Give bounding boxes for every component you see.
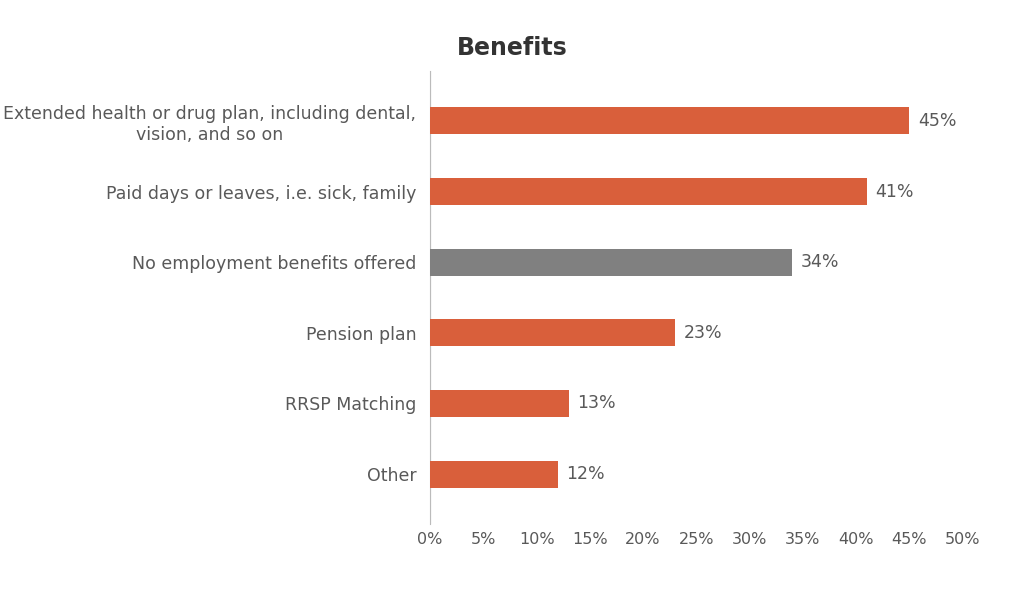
Text: 12%: 12% <box>566 465 605 483</box>
Bar <box>430 249 793 275</box>
Text: 45%: 45% <box>918 112 956 130</box>
Text: 13%: 13% <box>578 394 615 412</box>
Text: 34%: 34% <box>801 253 840 271</box>
Bar <box>430 320 675 346</box>
Text: 41%: 41% <box>876 183 913 201</box>
Text: 23%: 23% <box>684 324 722 342</box>
Text: Benefits: Benefits <box>457 36 567 60</box>
Bar <box>430 178 866 205</box>
Bar <box>430 390 568 417</box>
Bar <box>430 108 909 134</box>
Bar <box>430 461 558 487</box>
